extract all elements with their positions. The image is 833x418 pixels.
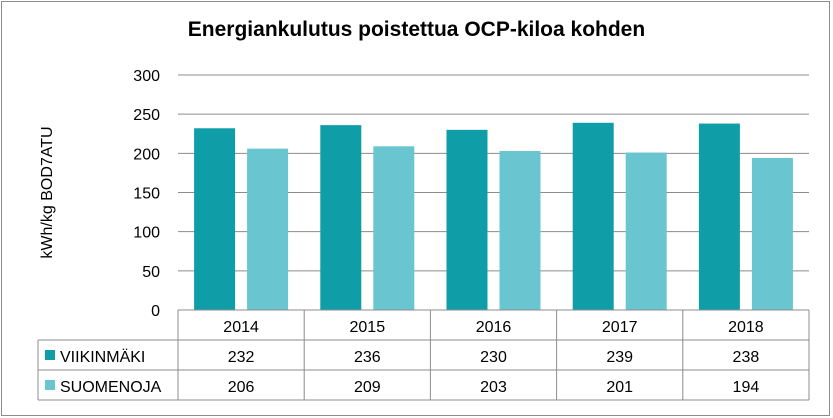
bar-suomenoja-2017 xyxy=(625,152,667,310)
table-value: 236 xyxy=(354,349,381,366)
x-category-label: 2017 xyxy=(602,319,638,336)
bar-viikinmäki-2017 xyxy=(572,122,614,311)
y-tick-label: 250 xyxy=(133,107,160,124)
table-value: 232 xyxy=(228,349,255,366)
legend-key xyxy=(45,350,55,360)
y-tick-label: 300 xyxy=(133,68,160,85)
legend-label: SUOMENOJA xyxy=(60,379,162,396)
bar-viikinmäki-2015 xyxy=(320,125,362,310)
table-value: 203 xyxy=(480,379,507,396)
bar-suomenoja-2014 xyxy=(247,148,289,310)
bar-viikinmäki-2018 xyxy=(698,123,740,310)
bar-suomenoja-2016 xyxy=(499,150,541,310)
bar-viikinmäki-2014 xyxy=(194,128,236,310)
table-value: 209 xyxy=(354,379,381,396)
y-tick-label: 150 xyxy=(133,186,160,203)
legend-key xyxy=(45,380,55,390)
y-tick-label: 200 xyxy=(133,146,160,163)
table-value: 194 xyxy=(733,379,760,396)
bar-suomenoja-2015 xyxy=(373,146,415,310)
x-category-label: 2014 xyxy=(223,319,259,336)
bar-viikinmäki-2016 xyxy=(446,129,488,310)
x-category-label: 2018 xyxy=(728,319,764,336)
x-category-label: 2015 xyxy=(350,319,386,336)
chart-title: Energiankulutus poistettua OCP-kiloa koh… xyxy=(187,18,646,41)
y-tick-label: 50 xyxy=(142,264,160,281)
legend-label: VIIKINMÄKI xyxy=(60,348,145,366)
y-axis-label: kWh/kg BOD7ATU xyxy=(39,126,56,258)
table-value: 230 xyxy=(480,349,507,366)
x-category-label: 2016 xyxy=(476,319,512,336)
y-tick-label: 100 xyxy=(133,225,160,242)
y-tick-label: 0 xyxy=(151,303,160,320)
table-value: 239 xyxy=(606,349,633,366)
bar-suomenoja-2018 xyxy=(751,158,793,310)
table-value: 201 xyxy=(606,379,633,396)
table-value: 206 xyxy=(228,379,255,396)
table-value: 238 xyxy=(733,349,760,366)
